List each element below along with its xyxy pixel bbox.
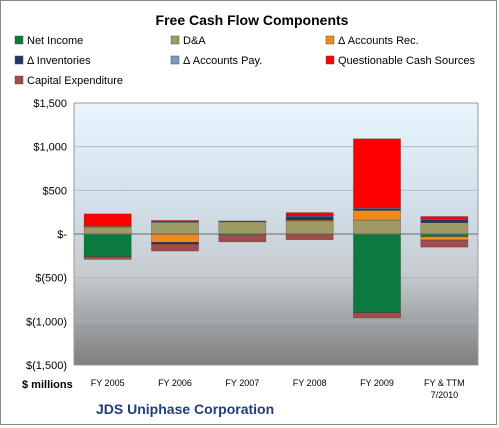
x-tick-label: FY 2006 xyxy=(158,378,192,388)
bar-segment xyxy=(353,312,401,319)
bar-segment xyxy=(151,220,199,223)
legend-label: Capital Expenditure xyxy=(27,75,123,87)
bar-segment xyxy=(420,239,469,248)
legend-swatch xyxy=(14,55,24,65)
legend-swatch xyxy=(170,35,180,45)
bar-segment xyxy=(353,210,401,221)
y-tick-label: $(1,500) xyxy=(26,360,67,372)
bar-segment xyxy=(353,233,401,313)
bar-segment xyxy=(218,221,267,235)
chart-title: Free Cash Flow Components xyxy=(156,12,349,28)
legend-label: Net Income xyxy=(27,35,83,47)
x-tick-label: FY 2009 xyxy=(360,378,394,388)
bar-segment xyxy=(83,213,132,226)
y-tick-label: $1,500 xyxy=(33,98,67,110)
x-tick-label: FY & TTM 7/2010 xyxy=(424,378,465,400)
bar-segment xyxy=(285,212,334,216)
legend-swatch xyxy=(14,75,24,85)
x-tick-label: FY 2005 xyxy=(91,378,125,388)
legend-label: D&A xyxy=(183,35,206,47)
company-name: JDS Uniphase Corporation xyxy=(96,401,274,417)
y-tick-label: $- xyxy=(57,229,67,241)
bar-segment xyxy=(353,219,401,235)
bar-segment xyxy=(218,220,267,222)
legend-swatch xyxy=(325,55,335,65)
units-label: $ millions xyxy=(22,379,73,391)
legend-label: Δ Accounts Rec. xyxy=(338,35,419,47)
legend-swatch xyxy=(325,35,335,45)
legend-label: Δ Accounts Pay. xyxy=(183,55,262,67)
y-tick-label: $500 xyxy=(43,185,67,197)
bar-segment xyxy=(353,138,401,209)
legend-label: Δ Inventories xyxy=(27,55,91,67)
bar-segment xyxy=(420,236,469,241)
bar-segment xyxy=(151,243,199,252)
x-tick-label: FY 2008 xyxy=(293,378,327,388)
bar-segment xyxy=(285,216,334,221)
x-tick-label: FY 2007 xyxy=(225,378,259,388)
y-axis-ticks: $1,500 $1,000 $500 $- $(500) $(1,000) $(1,500) xyxy=(26,98,67,372)
bar-segment xyxy=(285,220,334,235)
bar-segment xyxy=(420,219,469,223)
gridlines xyxy=(74,146,478,322)
y-tick-label: $(500) xyxy=(35,273,67,285)
y-tick-label: $(1,000) xyxy=(26,316,67,328)
y-tick-label: $1,000 xyxy=(33,142,67,154)
legend: Net Income D&A Δ Accounts Rec. Δ Inventorie… xyxy=(14,35,475,87)
bar-segment xyxy=(151,222,199,235)
legend-swatch xyxy=(14,35,24,45)
bar-segment xyxy=(83,226,132,235)
bar-segment xyxy=(420,222,469,235)
legend-label: Questionable Cash Sources xyxy=(338,55,475,67)
bar-segment xyxy=(218,234,267,243)
x-axis-labels: FY 2005 FY 2006 FY 2007 FY 2008 FY 2009 FY & … xyxy=(91,378,465,400)
bar-segment xyxy=(83,256,132,260)
bar-segment xyxy=(151,234,199,243)
bar-segment xyxy=(420,216,469,220)
legend-swatch xyxy=(170,55,180,65)
bar-segment xyxy=(83,233,132,258)
bar-segment xyxy=(285,234,334,240)
